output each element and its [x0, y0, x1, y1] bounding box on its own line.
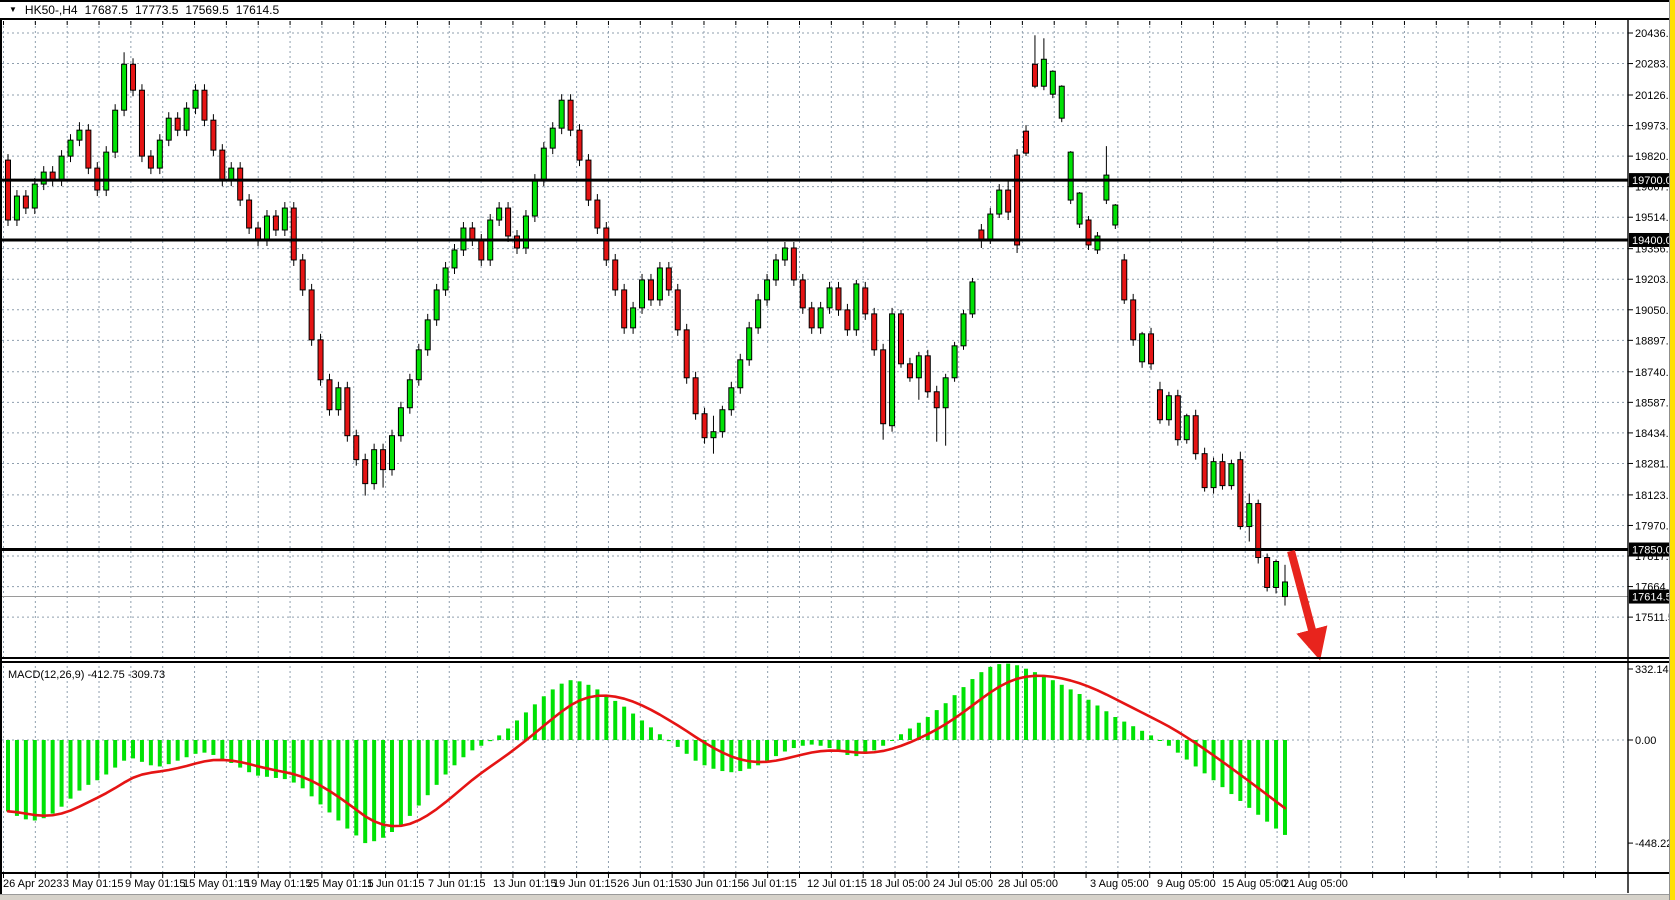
svg-text:19400.0: 19400.0: [1632, 235, 1672, 247]
svg-text:20436.5: 20436.5: [1635, 28, 1675, 40]
ohlc-low: 17569.5: [185, 3, 229, 17]
svg-text:18897.5: 18897.5: [1635, 335, 1675, 347]
ohlc-close: 17614.5: [235, 3, 280, 17]
svg-text:18281.0: 18281.0: [1635, 458, 1675, 470]
panel-borders: [0, 20, 1675, 894]
support-resistance-lines: [2, 178, 1628, 552]
collapse-icon[interactable]: ▼: [9, 5, 17, 14]
time-axis-label: 21 Aug 05:00: [1283, 878, 1348, 890]
time-axis-label: 25 May 01:15: [307, 878, 374, 890]
svg-text:18123.5: 18123.5: [1635, 490, 1675, 502]
window-edge-stripe: [1669, 0, 1675, 900]
level-price-label: [1629, 542, 1674, 557]
time-axis-label: 9 Aug 05:00: [1157, 878, 1216, 890]
time-axis-label: 6 Jul 01:15: [743, 878, 797, 890]
time-axis-label: 15 May 01:15: [183, 878, 250, 890]
svg-text:19700.0: 19700.0: [1632, 175, 1672, 187]
macd-histogram: [6, 663, 1287, 844]
svg-text:18587.0: 18587.0: [1635, 397, 1675, 409]
svg-text:-448.22: -448.22: [1635, 838, 1672, 850]
svg-text:19050.5: 19050.5: [1635, 305, 1675, 317]
gridlines: [2, 21, 1628, 872]
svg-text:20283.5: 20283.5: [1635, 59, 1675, 71]
current-price-label: [1629, 589, 1674, 604]
symbol-period-label: HK50-,H4: [24, 3, 78, 17]
time-axis-label: 3 May 01:15: [63, 878, 124, 890]
svg-text:19514.0: 19514.0: [1635, 212, 1675, 224]
time-axis-label: 13 Jun 01:15: [493, 878, 557, 890]
time-axis-label: 1 Jun 01:15: [367, 878, 425, 890]
ohlc-high: 17773.5: [135, 3, 179, 17]
svg-text:17614.5: 17614.5: [1632, 592, 1672, 604]
level-price-label: [1629, 173, 1674, 188]
svg-text:18740.0: 18740.0: [1635, 367, 1675, 379]
ohlc-open: 17687.5: [84, 3, 128, 17]
chart-header: ▼ HK50-,H4 17687.5 17773.5 17569.5 17614…: [0, 0, 1675, 20]
time-axis-label: 26 Apr 2023: [3, 878, 62, 890]
bottom-strip: [0, 894, 1675, 900]
time-axis-label: 24 Jul 05:00: [933, 878, 993, 890]
svg-text:17511.5: 17511.5: [1635, 612, 1674, 624]
svg-text:20126.0: 20126.0: [1635, 90, 1675, 102]
time-axis-label: 9 May 01:15: [125, 878, 186, 890]
svg-text:19973.0: 19973.0: [1635, 121, 1675, 133]
sell-trend-arrow: [1287, 549, 1328, 661]
time-axis-label: 18 Jul 05:00: [870, 878, 930, 890]
time-axis-label: 26 Jun 01:15: [617, 878, 681, 890]
macd-axis: 332.14 0.00 -448.22: [1628, 664, 1672, 850]
price-axis: 20436.520283.520126.019973.019820.019667…: [1628, 28, 1675, 624]
time-axis-label: 28 Jul 05:00: [998, 878, 1058, 890]
time-axis-label: 3 Aug 05:00: [1090, 878, 1149, 890]
time-axis-label: 7 Jun 01:15: [428, 878, 486, 890]
time-axis-label: 12 Jul 01:15: [807, 878, 867, 890]
svg-text:19820.0: 19820.0: [1635, 151, 1675, 163]
svg-text:19203.5: 19203.5: [1635, 274, 1675, 286]
time-axis-label: 19 May 01:15: [245, 878, 312, 890]
svg-text:17850.0: 17850.0: [1632, 545, 1672, 557]
time-axis-label: 19 Jun 01:15: [553, 878, 617, 890]
svg-text:18434.0: 18434.0: [1635, 428, 1675, 440]
axis-tick-marks: [3, 21, 1596, 878]
svg-text:332.14: 332.14: [1635, 664, 1669, 676]
time-axis-label: 30 Jun 01:15: [680, 878, 744, 890]
level-price-label: [1629, 232, 1674, 247]
macd-indicator-label: MACD(12,26,9) -412.75 -309.73: [8, 669, 165, 681]
candlesticks: [5, 35, 1288, 606]
svg-text:0.00: 0.00: [1635, 735, 1656, 747]
macd-signal-line: [6, 674, 1287, 828]
svg-text:17970.5: 17970.5: [1635, 520, 1675, 532]
time-axis-label: 15 Aug 05:00: [1222, 878, 1287, 890]
